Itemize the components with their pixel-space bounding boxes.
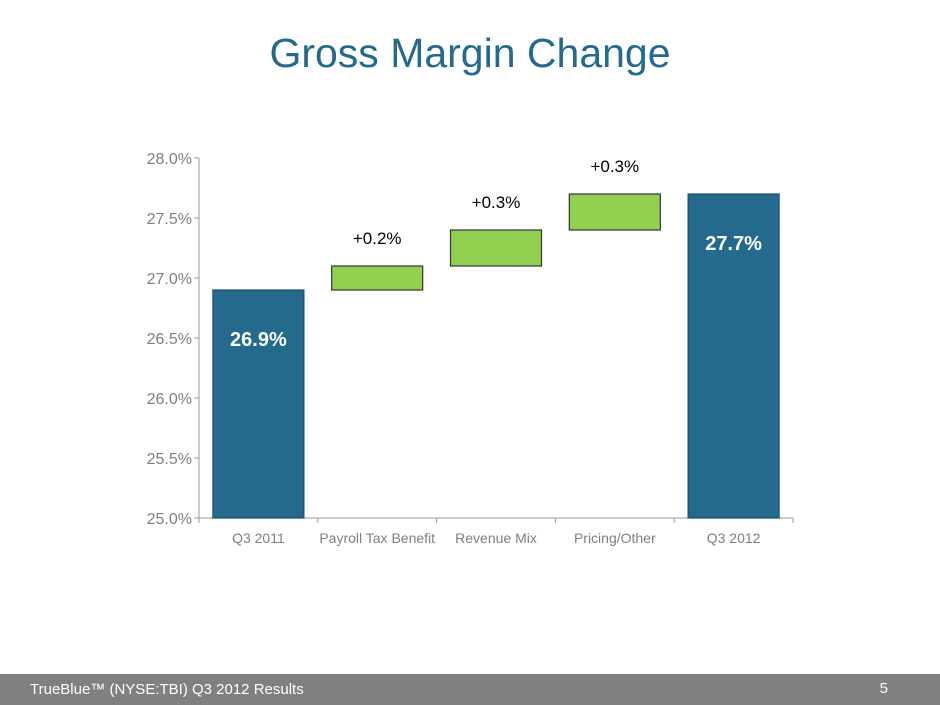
y-tick-label: 27.5% (147, 211, 192, 228)
y-tick-label: 26.5% (147, 331, 192, 348)
bar-q3-2011 (212, 289, 305, 519)
y-tick-label: 27.0% (147, 271, 192, 288)
y-tick-label: 28.0% (147, 151, 192, 168)
y-tick-label: 26.0% (147, 391, 192, 408)
bar-pricing-other (568, 193, 661, 231)
data-label: +0.3% (590, 157, 639, 176)
x-tick-label: Revenue Mix (455, 530, 537, 546)
page-number: 5 (879, 680, 888, 697)
data-label: 27.7% (705, 233, 762, 255)
y-tick-label: 25.0% (147, 511, 192, 528)
waterfall-chart: 25.0% 25.5% 26.0% 26.5% 27.0% 27.5% 28.0% 26.9%… (147, 151, 794, 546)
data-label: +0.2% (353, 229, 402, 248)
data-label: +0.3% (472, 193, 521, 212)
footer: TrueBlue™ (NYSE:TBI) Q3 2012 Results 5 (0, 674, 940, 705)
y-tick-label: 25.5% (147, 451, 192, 468)
x-tick-label: Payroll Tax Benefit (319, 530, 435, 546)
page-title: Gross Margin Change (269, 30, 671, 76)
x-tick-label: Q3 2011 (232, 530, 285, 546)
x-tick-label: Q3 2012 (707, 530, 761, 546)
footer-text: TrueBlue™ (NYSE:TBI) Q3 2012 Results (30, 681, 304, 698)
bar-revenue-mix (449, 229, 543, 267)
bar-payroll-tax-benefit (331, 265, 424, 291)
bar-q3-2012 (687, 193, 780, 519)
data-label: 26.9% (230, 329, 287, 351)
x-tick-label: Pricing/Other (574, 530, 656, 546)
